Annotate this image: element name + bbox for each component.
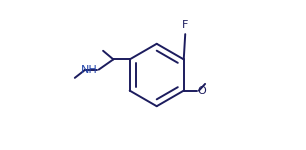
Text: F: F — [182, 20, 188, 30]
Text: O: O — [198, 86, 207, 96]
Text: NH: NH — [81, 65, 98, 75]
